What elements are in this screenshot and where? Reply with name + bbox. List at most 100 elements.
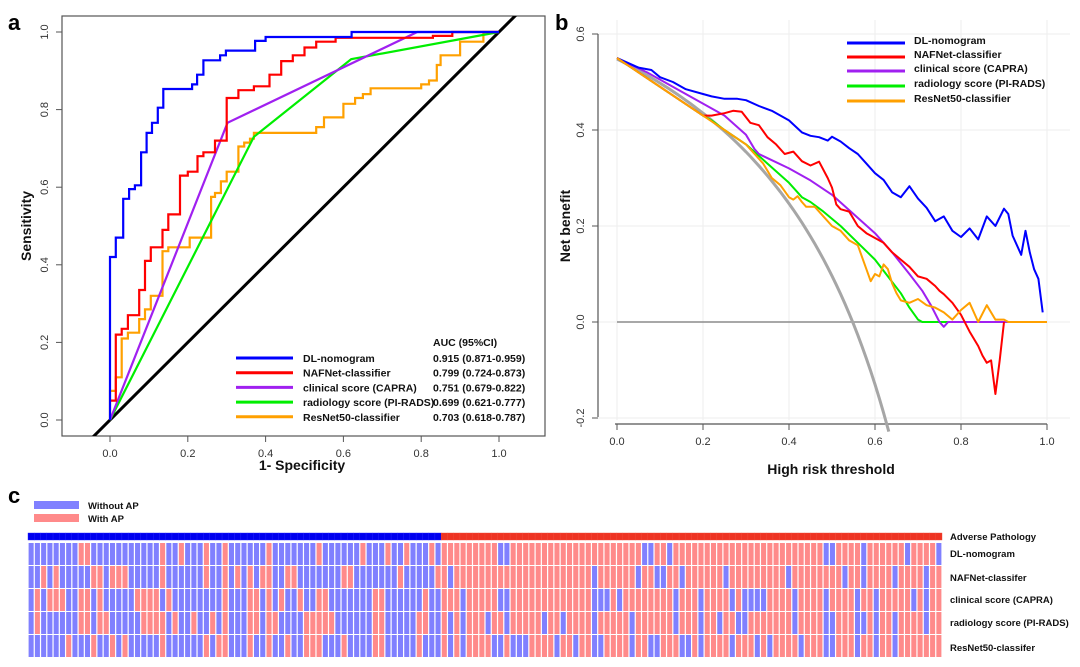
heatmap-cell — [210, 635, 216, 657]
heatmap-cell — [811, 543, 817, 565]
panel-label-b: b — [555, 10, 568, 35]
heatmap-cell — [260, 543, 266, 565]
dca-y-tick-label: 0.2 — [575, 218, 587, 233]
heatmap-cell — [623, 543, 629, 565]
heatmap-cell — [829, 566, 835, 588]
heatmap-cell — [135, 543, 141, 565]
heatmap-cell — [898, 543, 904, 565]
heatmap-cell-adverse-pathology — [178, 532, 185, 541]
heatmap-cell — [404, 566, 410, 588]
heatmap-cell — [266, 543, 272, 565]
heatmap-cell — [103, 566, 109, 588]
heatmap-cell — [692, 589, 698, 611]
heatmap-cell — [116, 635, 122, 657]
heatmap-cell — [548, 543, 554, 565]
dca-y-tick-label: 0.4 — [575, 122, 587, 137]
heatmap-cell — [917, 566, 923, 588]
heatmap-cell — [141, 612, 147, 634]
heatmap-cell-adverse-pathology — [691, 532, 699, 541]
heatmap-cell-adverse-pathology — [159, 532, 166, 541]
heatmap-cell — [347, 566, 353, 588]
heatmap-cell — [160, 635, 166, 657]
heatmap-cell — [466, 566, 472, 588]
heatmap-cell — [279, 543, 285, 565]
heatmap-cell — [592, 635, 598, 657]
heatmap-cell — [285, 566, 291, 588]
heatmap-cell — [748, 543, 754, 565]
heatmap-cell — [573, 589, 579, 611]
heatmap-cell — [560, 566, 566, 588]
heatmap-cell-adverse-pathology — [916, 532, 924, 541]
heatmap-cell-adverse-pathology — [772, 532, 780, 541]
heatmap-cell — [923, 635, 929, 657]
heatmap-cell — [573, 635, 579, 657]
heatmap-cell — [523, 566, 529, 588]
heatmap-cell — [429, 589, 435, 611]
heatmap-cell — [548, 635, 554, 657]
heatmap-cell — [842, 635, 848, 657]
heatmap-cell-adverse-pathology — [459, 532, 467, 541]
heatmap-cell — [235, 589, 241, 611]
heatmap-cell — [379, 635, 385, 657]
heatmap-cell — [510, 635, 516, 657]
heatmap-cell-adverse-pathology — [472, 532, 479, 541]
roc-legend-auc: 0.699 (0.621-0.777) — [433, 397, 525, 409]
heatmap-cell — [397, 566, 404, 588]
heatmap-cell — [228, 543, 234, 565]
heatmap-cell-adverse-pathology — [372, 532, 379, 541]
dca-axis-ticks: 0.0 0.2 0.4 0.6 0.8 1.0 -0.2 0.0 0.2 0.4 0.6 — [575, 26, 1055, 448]
heatmap-cell — [397, 635, 404, 657]
dca-chart: 0.0 0.2 0.4 0.6 0.8 1.0 -0.2 0.0 0.2 0.4 0.6 High … — [557, 20, 1070, 477]
heatmap-cell — [854, 566, 861, 588]
roc-legend-auc: 0.703 (0.618-0.787) — [433, 412, 525, 424]
heatmap-cell — [723, 635, 729, 657]
dca-lines — [616, 57, 1047, 433]
heatmap-cell — [191, 589, 197, 611]
heatmap-cell — [341, 543, 347, 565]
heatmap-cell — [241, 612, 247, 634]
heatmap-cell — [34, 612, 40, 634]
heatmap-cell — [723, 566, 729, 588]
heatmap-cell — [53, 566, 59, 588]
heatmap-cell — [854, 612, 861, 634]
heatmap-cell — [698, 589, 704, 611]
heatmap-cell — [817, 566, 823, 588]
heatmap-cell-adverse-pathology — [34, 532, 41, 541]
heatmap-cell — [886, 543, 892, 565]
heatmap-cell — [347, 612, 353, 634]
heatmap-cell — [623, 635, 629, 657]
heatmap-cell — [585, 635, 591, 657]
heatmap-cell — [316, 543, 322, 565]
heatmap-cell-adverse-pathology — [453, 532, 461, 541]
heatmap-cell-adverse-pathology — [353, 532, 360, 541]
heatmap-cell — [84, 566, 91, 588]
heatmap-cell — [698, 612, 704, 634]
heatmap-cell — [491, 612, 497, 634]
heatmap-cell-adverse-pathology — [697, 532, 705, 541]
heatmap-cell — [391, 635, 397, 657]
heatmap-cell — [260, 589, 266, 611]
heatmap-row-label: NAFNet-classifer — [950, 573, 1027, 584]
heatmap-cell — [710, 543, 717, 565]
heatmap-cell — [41, 566, 47, 588]
heatmap-cell-adverse-pathology — [278, 532, 285, 541]
heatmap-cell-adverse-pathology — [228, 532, 235, 541]
heatmap-cell — [529, 635, 535, 657]
heatmap-cell — [385, 543, 391, 565]
heatmap-cell-adverse-pathology — [553, 532, 561, 541]
heatmap-cell — [297, 543, 303, 565]
heatmap-cell — [861, 589, 867, 611]
heatmap-cell — [685, 612, 691, 634]
heatmap-cell — [748, 612, 754, 634]
heatmap-cell-adverse-pathology — [40, 532, 47, 541]
heatmap-cell — [761, 566, 767, 588]
heatmap-cell — [654, 612, 660, 634]
heatmap-cell — [235, 635, 241, 657]
heatmap-cell — [372, 635, 378, 657]
heatmap-cell — [28, 543, 34, 565]
heatmap-cell — [504, 635, 510, 657]
heatmap-cell — [34, 635, 40, 657]
heatmap-cell — [28, 612, 34, 634]
heatmap-cell — [310, 612, 316, 634]
heatmap-legend-label: Without AP — [88, 501, 139, 512]
